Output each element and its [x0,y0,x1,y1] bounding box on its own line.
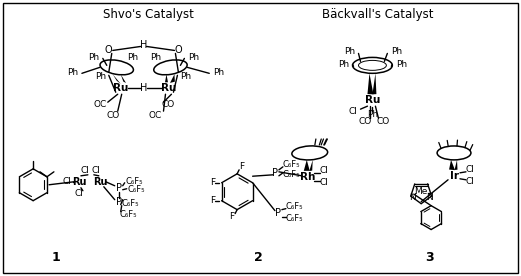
Text: Shvo's Catalyst: Shvo's Catalyst [103,8,194,21]
Text: H: H [140,83,147,93]
Polygon shape [113,74,121,84]
Text: Ph: Ph [396,60,407,69]
Polygon shape [373,73,376,94]
Text: Ph: Ph [127,53,138,62]
Text: Cl: Cl [75,189,83,198]
Text: C₆F₅: C₆F₅ [282,170,300,179]
Polygon shape [165,74,168,82]
Text: Ph: Ph [67,68,79,77]
Text: O: O [105,46,113,55]
Text: Ph: Ph [188,53,199,62]
Text: Ph: Ph [180,72,191,81]
Text: N: N [410,193,416,201]
Text: 3: 3 [425,251,433,264]
Text: Ph: Ph [344,47,355,56]
Text: 1: 1 [52,251,60,264]
Text: Ph: Ph [88,53,100,62]
Text: Cl: Cl [91,166,100,175]
Text: Cl: Cl [348,107,357,116]
Text: Cl: Cl [465,177,475,186]
Text: C₆F₅: C₆F₅ [282,160,300,169]
Text: Ph: Ph [213,68,224,77]
Polygon shape [367,73,374,94]
Text: Me: Me [414,187,427,196]
Text: P: P [272,168,278,178]
Text: Ph: Ph [367,110,378,119]
Text: F: F [209,196,215,205]
Text: Bäckvall's Catalyst: Bäckvall's Catalyst [321,8,433,21]
Text: C₆F₅: C₆F₅ [128,185,145,194]
Polygon shape [309,160,313,171]
Text: Cl: Cl [319,178,328,187]
Text: Rh: Rh [300,172,315,182]
Text: Cl: Cl [319,166,328,175]
Text: Ru: Ru [113,83,128,93]
Text: N: N [426,193,433,201]
Text: O: O [175,46,182,55]
Polygon shape [454,160,457,170]
Text: P: P [275,208,281,217]
Text: F: F [230,212,234,221]
Text: C₆F₅: C₆F₅ [285,202,303,211]
Text: Ph: Ph [338,60,349,69]
Text: C₆F₅: C₆F₅ [285,214,303,223]
Text: CO: CO [106,111,119,120]
Text: OC: OC [93,100,106,109]
Text: OC: OC [149,111,162,120]
Text: Ph: Ph [95,72,106,81]
Text: P: P [116,197,122,207]
Text: Ru: Ru [365,95,380,105]
Text: Ph: Ph [150,53,161,62]
Text: CO: CO [359,116,372,126]
Text: Ir: Ir [450,171,458,181]
Text: Ru: Ru [161,83,176,93]
Text: Ru: Ru [94,177,108,187]
Polygon shape [121,74,126,83]
Polygon shape [170,74,175,83]
Polygon shape [449,160,455,170]
Text: F: F [209,178,215,187]
Text: C₆F₅: C₆F₅ [122,199,140,208]
Text: F: F [240,162,245,171]
Text: Ru: Ru [72,177,86,187]
Text: Ph: Ph [391,47,402,56]
Text: C₆F₅: C₆F₅ [126,177,143,186]
Text: CO: CO [162,100,175,109]
Polygon shape [304,160,310,171]
Text: Cl: Cl [465,165,475,174]
Text: C₆F₅: C₆F₅ [120,210,138,219]
Text: 2: 2 [254,251,263,264]
Text: P: P [116,183,122,193]
Text: CO: CO [377,116,390,126]
Text: Cl: Cl [63,177,71,186]
Text: Cl: Cl [80,166,89,175]
Text: H: H [140,41,147,51]
